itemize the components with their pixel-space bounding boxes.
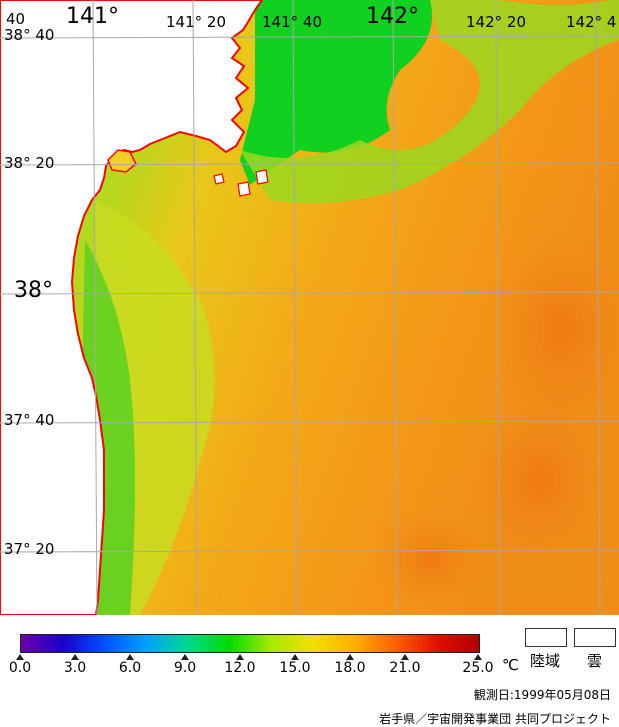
colorbar-tick-label: 25.0 xyxy=(462,660,494,676)
land-legend-label: 陸域 xyxy=(530,652,561,670)
warm-water-south xyxy=(370,505,490,615)
longitude-label: 141° 20 xyxy=(166,13,226,31)
latitude-label: 37° 40 xyxy=(4,411,55,429)
cloud-legend-swatch xyxy=(574,628,616,647)
warm-water-southeast xyxy=(470,390,610,570)
island xyxy=(213,173,225,185)
transition-water xyxy=(240,0,619,204)
longitude-label: 142° xyxy=(366,4,419,29)
warm-water-east xyxy=(480,220,619,440)
island xyxy=(255,169,269,185)
temperature-colorbar xyxy=(20,634,480,653)
cold-water-mass xyxy=(240,0,432,185)
latitude-label: 38° 40 xyxy=(4,26,55,44)
colorbar-tick-label: 12.0 xyxy=(224,660,256,676)
longitude-label: 142° 4 xyxy=(566,13,617,31)
latitude-label: 37° 20 xyxy=(4,540,55,558)
cloud-legend-label: 雲 xyxy=(587,652,603,670)
colorbar-tick xyxy=(181,654,189,660)
colorbar-tick xyxy=(71,654,79,660)
colorbar-tick-label: 21.0 xyxy=(389,660,421,676)
latitude-label: 38° 20 xyxy=(4,154,55,172)
graticule xyxy=(0,0,619,615)
colorbar-tick-label: 0.0 xyxy=(8,660,32,676)
colorbar-tick xyxy=(16,654,24,660)
colorbar-tick xyxy=(346,654,354,660)
longitude-label: 142° 20 xyxy=(466,13,526,31)
colorbar-tick-label: 6.0 xyxy=(118,660,142,676)
colorbar-tick-label: 9.0 xyxy=(173,660,197,676)
longitude-label: 141° xyxy=(66,4,119,29)
colorbar-tick-label: 3.0 xyxy=(63,660,87,676)
latitude-label: 38° xyxy=(14,278,53,303)
colorbar-tick xyxy=(126,654,134,660)
island xyxy=(237,181,251,197)
observation-date: 観測日:1999年05月08日 xyxy=(473,688,611,702)
land-area xyxy=(0,0,264,615)
longitude-label: 141° 40 xyxy=(262,13,322,31)
temperature-unit: ℃ xyxy=(502,656,519,674)
colorbar-tick-label: 18.0 xyxy=(334,660,366,676)
colorbar-tick-label: 15.0 xyxy=(279,660,311,676)
colorbar-tick xyxy=(291,654,299,660)
bay-patch xyxy=(107,149,137,173)
sea-surface-temperature-map: 40 141° 141° 20 141° 40 142° 142° 20 142… xyxy=(0,0,619,615)
longitude-label: 40 xyxy=(6,10,26,28)
colorbar-tick xyxy=(401,654,409,660)
sst-map-image xyxy=(0,0,619,615)
project-credit: 岩手県／宇宙開発事業団 共同プロジェクト xyxy=(379,712,611,726)
colorbar-tick xyxy=(474,654,482,660)
land-legend-swatch xyxy=(525,628,567,647)
colorbar-tick xyxy=(236,654,244,660)
